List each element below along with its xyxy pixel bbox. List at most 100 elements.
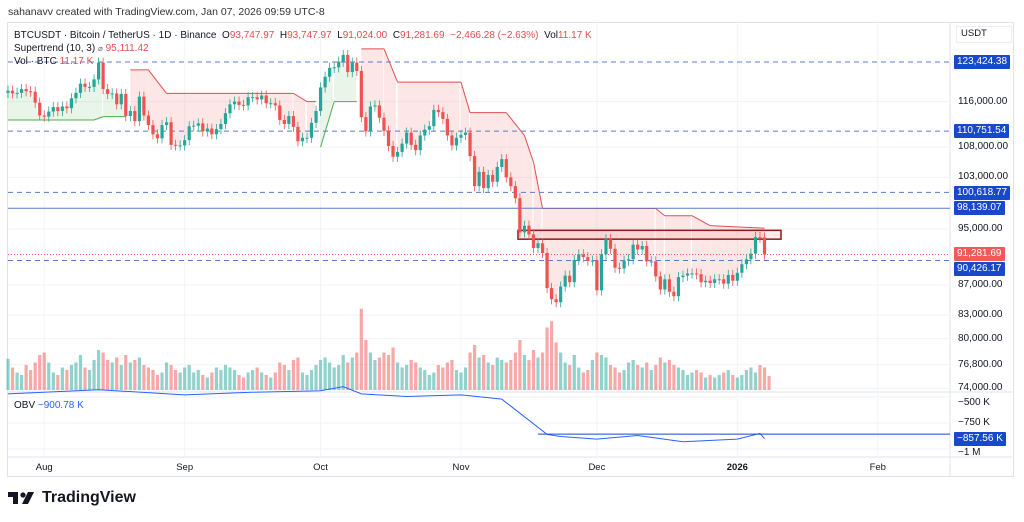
candle-body xyxy=(704,280,708,283)
volume-bar xyxy=(531,350,536,390)
candle-body xyxy=(133,110,137,122)
volume-bar xyxy=(477,357,481,390)
candle-body xyxy=(69,98,74,109)
volume-bar xyxy=(205,377,209,390)
candle-body xyxy=(495,166,499,182)
candle-body xyxy=(735,272,739,281)
volume-bar xyxy=(495,357,499,390)
symbol-title[interactable]: BTCUSDT · Bitcoin / TetherUS · 1D · Bina… xyxy=(14,30,217,41)
supertrend-fill xyxy=(524,135,533,249)
candle-body xyxy=(753,237,758,254)
candle-body xyxy=(486,174,490,189)
time-label: Aug xyxy=(35,462,53,473)
price-tick-label: 83,000.00 xyxy=(958,309,1003,321)
obv-tick-label: −500 K xyxy=(958,397,990,409)
candle-body xyxy=(427,126,431,130)
volume-bar xyxy=(291,360,295,390)
candle-body xyxy=(187,126,191,141)
candle-body xyxy=(29,91,33,93)
candle-body xyxy=(604,239,608,255)
candle-body xyxy=(151,125,155,135)
supertrend-fill xyxy=(692,215,711,283)
candle-body xyxy=(309,122,314,138)
volume-legend[interactable]: Vol · BTC 11.17 K xyxy=(14,56,93,68)
volume-bar xyxy=(269,377,273,390)
chart-credit: sahanavv created with TradingView.com, J… xyxy=(8,6,325,18)
volume-bar xyxy=(649,370,653,390)
supertrend-value: 95,111.42 xyxy=(105,43,149,54)
volume-bar xyxy=(83,367,87,390)
volume-bar xyxy=(219,370,223,390)
candle-body xyxy=(237,101,241,105)
volume-bar xyxy=(568,365,572,390)
volume-bar xyxy=(586,370,590,390)
supertrend-legend[interactable]: Supertrend (10, 3) ⌀ 95,111.42 xyxy=(14,43,149,55)
candle-body xyxy=(323,76,327,88)
candle-body xyxy=(699,274,703,283)
volume-bar xyxy=(395,362,400,390)
volume-bar xyxy=(97,350,101,390)
volume-bar xyxy=(15,372,19,390)
candle-body xyxy=(47,111,51,117)
candle-body xyxy=(386,130,391,146)
volume-bar xyxy=(391,347,395,390)
close-label: C xyxy=(392,30,401,41)
volume-bar xyxy=(87,370,92,390)
currency-button[interactable]: USDT xyxy=(956,26,1012,43)
candle-body xyxy=(278,105,282,120)
supertrend-line xyxy=(710,225,765,229)
volume-bar xyxy=(663,362,667,390)
volume-bar xyxy=(300,372,305,390)
candle-body xyxy=(341,54,345,62)
volume-bar xyxy=(196,370,200,390)
candle-body xyxy=(65,106,69,109)
candle-body xyxy=(97,62,101,80)
candle-body xyxy=(540,243,545,253)
candle-body xyxy=(56,107,60,111)
supertrend-line xyxy=(320,101,335,148)
candle-body xyxy=(550,288,554,300)
candle-body xyxy=(608,239,613,249)
price-tick-label: 76,800.00 xyxy=(958,358,1003,370)
price-tick-label: 103,000.00 xyxy=(958,171,1009,183)
candle-body xyxy=(228,104,232,114)
candle-body xyxy=(617,267,622,269)
candle-body xyxy=(722,279,726,284)
supertrend-fill xyxy=(103,89,126,117)
volume-bar xyxy=(536,357,540,390)
candle-body xyxy=(291,116,295,127)
change-value: −2,466.28 (−2.63%) xyxy=(450,30,539,41)
level-price-badge: 100,618.77 xyxy=(954,186,1011,201)
candle-body xyxy=(269,103,273,105)
volume-bar xyxy=(282,365,286,390)
candle-body xyxy=(74,92,78,99)
supertrend-line xyxy=(93,116,104,121)
volume-bar xyxy=(545,327,549,390)
tradingview-logo-icon xyxy=(8,492,34,504)
volume-bar xyxy=(305,375,309,390)
volume-bar xyxy=(19,375,24,390)
obv-value: −900.78 K xyxy=(37,400,84,411)
candle-body xyxy=(577,254,581,260)
volume-bar xyxy=(572,355,576,390)
candle-body xyxy=(672,291,676,297)
volume-bar xyxy=(405,365,409,390)
candle-body xyxy=(491,174,495,182)
volume-bar xyxy=(368,352,372,390)
volume-bar xyxy=(228,367,232,390)
volume-bar xyxy=(731,375,735,390)
candle-body xyxy=(241,104,246,106)
candle-body xyxy=(527,225,531,235)
candle-body xyxy=(87,86,92,88)
supertrend-line xyxy=(383,48,399,83)
obv-legend[interactable]: OBV −900.78 K xyxy=(14,400,84,412)
hide-icon[interactable]: ⌀ xyxy=(97,44,103,53)
volume-bar xyxy=(65,370,69,390)
candle-body xyxy=(762,237,767,255)
volume-bar xyxy=(151,370,155,390)
candle-body xyxy=(232,101,237,105)
candle-body xyxy=(6,90,10,93)
candle-body xyxy=(106,89,110,94)
volume-bar xyxy=(187,365,191,390)
